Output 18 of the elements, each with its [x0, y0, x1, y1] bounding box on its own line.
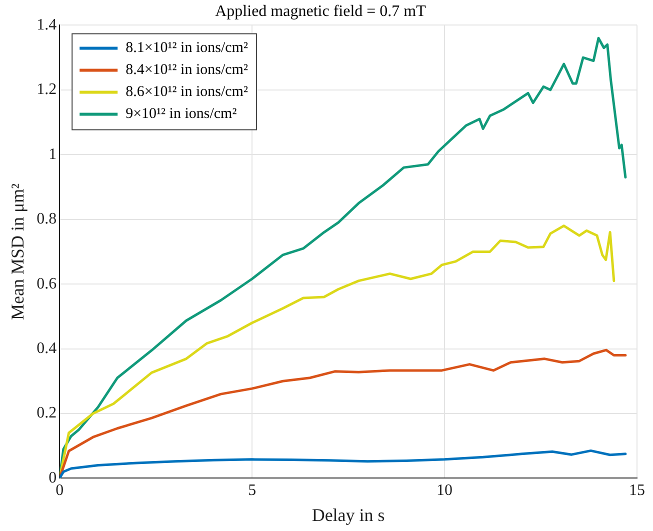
- y-tick-label: 0: [48, 469, 57, 486]
- y-tick-label: 0.2: [36, 404, 57, 422]
- y-tick-label: 1.2: [36, 81, 57, 98]
- y-tick-label: 0.8: [36, 210, 57, 228]
- legend-label: 8.1×10¹² in ions/cm²: [126, 40, 248, 56]
- chart-title: Applied magnetic field = 0.7 mT: [215, 2, 426, 20]
- legend-label: 8.4×10¹² in ions/cm²: [126, 62, 248, 78]
- x-tick-label: 5: [248, 482, 256, 500]
- legend-label: 9×10¹² in ions/cm²: [126, 106, 238, 122]
- legend-label: 8.6×10¹² in ions/cm²: [126, 84, 248, 100]
- y-tick-label: 0.6: [36, 275, 57, 292]
- y-tick-label: 1: [48, 146, 57, 163]
- x-axis-title: Delay in s: [312, 504, 385, 525]
- y-tick-label: 1.4: [36, 16, 57, 34]
- x-tick-label: 10: [436, 482, 453, 500]
- y-tick-label: 0.4: [36, 340, 57, 357]
- y-axis-title: Mean MSD in μm²: [8, 183, 28, 320]
- x-tick-label: 15: [629, 482, 645, 500]
